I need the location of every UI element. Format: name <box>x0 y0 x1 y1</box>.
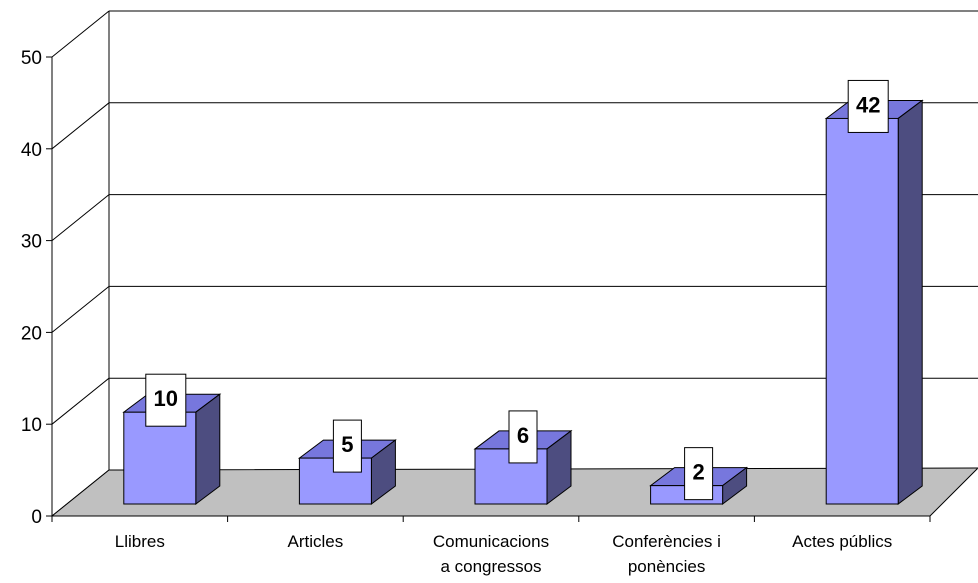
data-label-box <box>847 79 889 133</box>
data-label-box <box>508 410 538 464</box>
bar-side <box>897 99 923 505</box>
bar <box>824 99 924 505</box>
data-label: 10 <box>145 373 187 427</box>
data-label-box <box>332 419 362 473</box>
gridline-diagonal <box>51 377 110 425</box>
x-tick-label: Articles <box>288 532 344 551</box>
gridline-diagonal <box>51 102 110 150</box>
y-tick-label: 20 <box>21 323 42 344</box>
data-label: 2 <box>684 447 714 501</box>
bar-side <box>195 393 221 505</box>
gridline-diagonal <box>51 286 110 333</box>
x-tick-label: Conferències i ponències <box>612 532 721 576</box>
y-tick-label: 10 <box>21 415 42 436</box>
axes: 0 10 20 30 40 50 Llibres Articles Comunicacions a… <box>21 48 931 576</box>
data-label-box <box>145 373 187 427</box>
gridline-diagonal <box>51 194 110 241</box>
x-tick-label: Actes públics <box>792 532 892 551</box>
data-label-value: 5 <box>341 432 353 457</box>
gridline-diagonal <box>51 10 110 58</box>
data-labels: 10 5 6 2 42 <box>145 79 889 501</box>
bar-front <box>825 117 899 505</box>
data-label: 42 <box>847 79 889 133</box>
data-label-value: 6 <box>517 423 529 448</box>
y-tick-label: 50 <box>21 48 42 69</box>
data-label: 5 <box>332 419 362 473</box>
bar-front <box>123 411 197 505</box>
data-label-value: 2 <box>692 460 704 485</box>
x-tick-label: Comunicacions a congressos <box>433 532 549 576</box>
x-tick-label: Llibres <box>115 532 165 551</box>
data-label: 6 <box>508 410 538 464</box>
data-label-value: 42 <box>856 92 880 117</box>
y-tick-label: 0 <box>31 507 42 528</box>
data-label-box <box>684 447 714 501</box>
y-tick-label: 30 <box>21 232 42 253</box>
data-label-value: 10 <box>154 386 178 411</box>
y-tick-label: 40 <box>21 140 42 161</box>
